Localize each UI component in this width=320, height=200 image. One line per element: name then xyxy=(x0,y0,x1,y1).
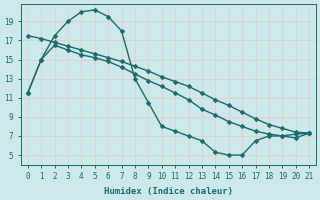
X-axis label: Humidex (Indice chaleur): Humidex (Indice chaleur) xyxy=(104,187,233,196)
